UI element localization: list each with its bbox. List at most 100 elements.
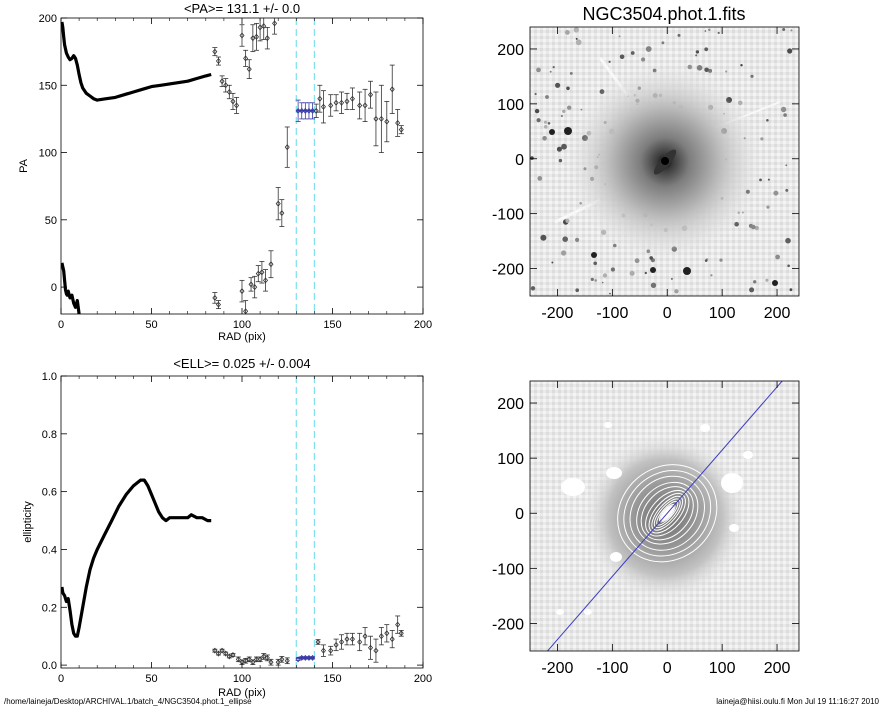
ell-data-point	[253, 656, 260, 663]
field-star	[601, 281, 604, 284]
ell-data-point	[384, 630, 390, 637]
field-star	[710, 274, 713, 277]
galaxy-image-title: NGC3504.phot.1.fits	[582, 4, 745, 24]
contour-image-x-ticks: -200 -100 0 100 200	[541, 381, 790, 677]
field-star	[575, 237, 580, 242]
field-star	[645, 46, 652, 52]
ell-data-point	[284, 657, 290, 664]
pa-data-point	[339, 99, 345, 106]
star-mask	[610, 552, 622, 562]
img1-y-tick-label: -200	[492, 262, 524, 279]
pa-data-point	[250, 35, 256, 42]
isophote-ellipse	[623, 469, 712, 557]
pa-data-point	[234, 102, 240, 109]
field-star	[725, 70, 728, 73]
field-star	[661, 41, 665, 45]
img2-y-tick-label: 200	[497, 396, 524, 413]
field-star	[790, 29, 793, 32]
field-star	[552, 66, 555, 69]
star-mask	[606, 467, 622, 479]
isophote-ellipse	[640, 486, 694, 541]
ell-data-point	[344, 636, 350, 643]
ell-data-point	[230, 651, 236, 659]
ell-y-tick-label: 1.0	[42, 371, 57, 383]
pa-data-point	[398, 126, 404, 133]
field-star	[787, 264, 790, 268]
ell-y-tick-label: 0.4	[42, 544, 57, 556]
field-star	[608, 60, 611, 63]
star-masks	[556, 422, 753, 615]
pa-data-point	[328, 102, 334, 109]
pa-data-point	[313, 107, 319, 114]
pa-data-point	[212, 48, 218, 55]
ell-data-point	[243, 657, 249, 664]
field-star	[696, 65, 703, 71]
ell-data-point	[373, 647, 379, 654]
field-star	[543, 125, 548, 129]
field-star	[766, 205, 770, 209]
field-star	[775, 254, 780, 260]
pa-y-tick-label: 100	[39, 148, 57, 160]
ell-y-ticks: 0.0 0.2 0.4 0.6 0.8 1.0	[42, 371, 423, 672]
galaxy-image-frame	[529, 26, 800, 297]
footer-file-path: /home/laineja/Desktop/ARCHIVAL.1/batch_4…	[4, 697, 252, 706]
field-star	[619, 54, 625, 60]
field-star	[767, 178, 770, 181]
field-star	[565, 30, 570, 35]
img2-x-tick-label: 200	[764, 660, 791, 677]
pa-data-point	[239, 32, 245, 39]
field-star	[650, 282, 657, 288]
field-star	[674, 289, 679, 294]
field-star	[789, 288, 793, 292]
ell-data-point	[226, 653, 232, 660]
ell-data-point	[320, 647, 326, 654]
ell-x-axis-label: RAD (pix)	[218, 687, 266, 699]
field-star	[787, 48, 793, 54]
pa-data-point	[378, 115, 384, 122]
ell-x-tick-label: 100	[233, 673, 251, 685]
field-star	[567, 105, 572, 110]
img1-x-tick-label: 100	[709, 305, 736, 322]
field-star	[542, 136, 547, 141]
star-mask	[604, 422, 612, 428]
pa-data-point	[253, 33, 260, 40]
field-star	[547, 122, 551, 125]
pa-data-point	[268, 261, 274, 268]
field-star	[695, 54, 698, 57]
img1-x-tick-label: -200	[541, 305, 573, 322]
ell-x-tick-label: 0	[58, 673, 64, 685]
pa-data-point	[362, 102, 368, 109]
pa-curves	[61, 21, 212, 314]
galaxy-image	[530, 27, 799, 296]
field-star	[565, 218, 570, 223]
pa-data-point	[357, 102, 363, 109]
pa-data-point	[264, 35, 270, 42]
field-star	[593, 261, 597, 266]
ell-data-point	[389, 636, 395, 643]
pa-data-point	[219, 78, 225, 85]
field-star	[719, 258, 723, 262]
ell-x-tick-label: 200	[414, 673, 432, 685]
field-star	[785, 164, 788, 167]
field-star	[765, 278, 769, 282]
ell-curves	[61, 478, 212, 638]
field-star	[590, 277, 594, 281]
pa-data-point	[272, 20, 278, 27]
bright-star	[772, 280, 778, 286]
pa-title: <PA>= 131.1 +/- 0.0	[184, 1, 300, 16]
pa-data-point	[230, 98, 236, 105]
pa-y-ticks: 0 50 100 150 200	[39, 13, 423, 294]
ell-data-point	[223, 650, 229, 657]
field-star	[534, 92, 537, 96]
contour-image-y-ticks: -200 -100 0 100 200	[492, 396, 799, 633]
ell-title: <ELL>= 0.025 +/- 0.004	[173, 356, 310, 371]
pa-inner-profile	[61, 262, 81, 314]
field-star	[545, 95, 549, 99]
ell-data-point	[349, 636, 355, 643]
pa-x-tick-label: 100	[233, 319, 251, 331]
ell-y-tick-label: 0.6	[42, 487, 57, 499]
ell-data-point	[264, 654, 270, 661]
field-star	[740, 63, 743, 67]
bright-star	[650, 267, 656, 273]
